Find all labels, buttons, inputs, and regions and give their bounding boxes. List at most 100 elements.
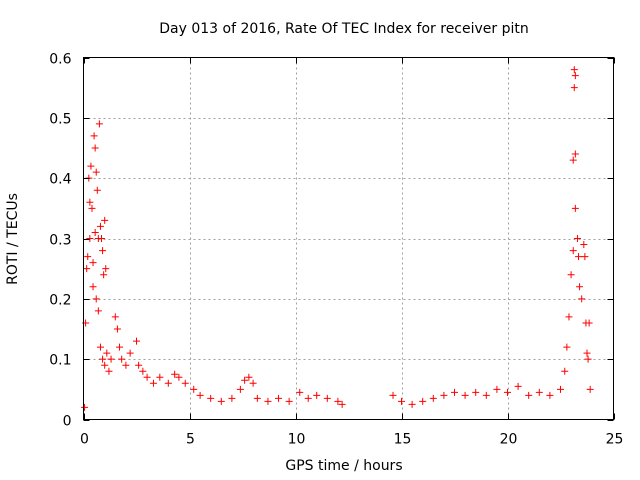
data-point [133,337,140,345]
x-tick-label: 0 [80,432,89,448]
data-point [98,235,106,242]
x-axis-label: GPS time / hours [285,458,402,474]
data-point [101,361,109,369]
data-point [171,370,179,378]
data-point [249,379,257,387]
data-point [313,391,321,399]
data-point [122,361,130,369]
data-point [95,120,103,128]
data-point [408,400,416,408]
data-point [241,376,249,384]
plot-frame [83,57,614,420]
data-point [567,271,575,279]
data-point [105,367,113,375]
x-tick-label: 20 [500,432,518,448]
data-point [585,319,593,327]
data-point [228,394,236,402]
data-point [285,397,293,405]
data-point [580,241,588,249]
data-point [93,186,101,194]
data-point [81,403,89,411]
data-point [338,400,346,408]
data-point [135,361,143,369]
data-point [440,391,448,399]
data-point [493,385,501,393]
data-point [504,388,511,396]
data-point [578,295,586,303]
y-tick-label: 0.1 [49,353,71,369]
data-point [90,132,98,140]
data-point [92,295,100,303]
y-tick-label: 0.4 [49,172,71,188]
data-point [126,349,134,357]
data-point [472,388,480,396]
data-point [196,391,204,399]
data-point [569,156,577,164]
data-point [563,343,571,351]
data-point [88,204,96,212]
data-point [91,144,99,152]
data-point [525,391,533,399]
data-point [275,394,283,402]
grid-lines [83,57,614,420]
data-point [96,222,104,230]
y-axis-label: ROTI / TECUs [5,193,21,285]
data-point [143,373,151,381]
tick-labels: 0 5 10 15 20 25 0 0.1 0.2 0.3 0.4 0.5 0.6 [49,52,623,448]
data-point [245,373,253,381]
data-point [323,394,331,402]
y-tick-label: 0.3 [49,233,71,249]
data-point [96,343,104,351]
data-point [419,397,427,405]
data-point [92,168,100,176]
data-point [264,397,272,405]
x-tick-label: 15 [394,432,412,448]
data-point [451,388,458,396]
data-point [581,253,589,261]
data-point [571,204,579,212]
chart-title: Day 013 of 2016, Rate Of TEC Index for r… [159,21,529,37]
data-point [86,198,94,206]
data-point [304,394,312,402]
data-point [570,84,578,92]
data-point [569,247,577,255]
data-point [175,373,183,381]
y-tick-label: 0 [63,414,72,430]
data-point [101,216,109,224]
axis-ticks [83,57,615,421]
data-point [89,283,97,291]
data-point [482,391,490,399]
data-point [253,394,261,402]
data-point [586,385,594,393]
data-point [86,235,94,242]
data-point [573,235,581,242]
y-tick-label: 0.2 [49,293,71,309]
data-point [561,367,569,375]
data-point [181,379,189,387]
data-point [156,373,164,381]
data-point [83,265,91,273]
data-point [334,397,342,405]
data-point [116,343,124,351]
data-point [113,325,121,333]
data-point [103,349,111,357]
x-tick-label: 25 [606,432,624,448]
data-point [389,391,397,399]
data-point [118,355,126,363]
data-point [149,379,157,387]
data-point [535,388,543,396]
data-point [571,150,579,158]
x-tick-label: 5 [186,432,195,448]
data-points [81,66,594,411]
data-point [84,253,92,261]
data-point [164,379,172,387]
data-point [139,367,147,375]
data-point [111,313,119,321]
y-tick-label: 0.6 [49,52,71,68]
data-point [190,385,198,393]
data-point [584,355,592,363]
data-point [546,391,554,399]
data-point [94,307,102,315]
data-point [576,283,584,291]
